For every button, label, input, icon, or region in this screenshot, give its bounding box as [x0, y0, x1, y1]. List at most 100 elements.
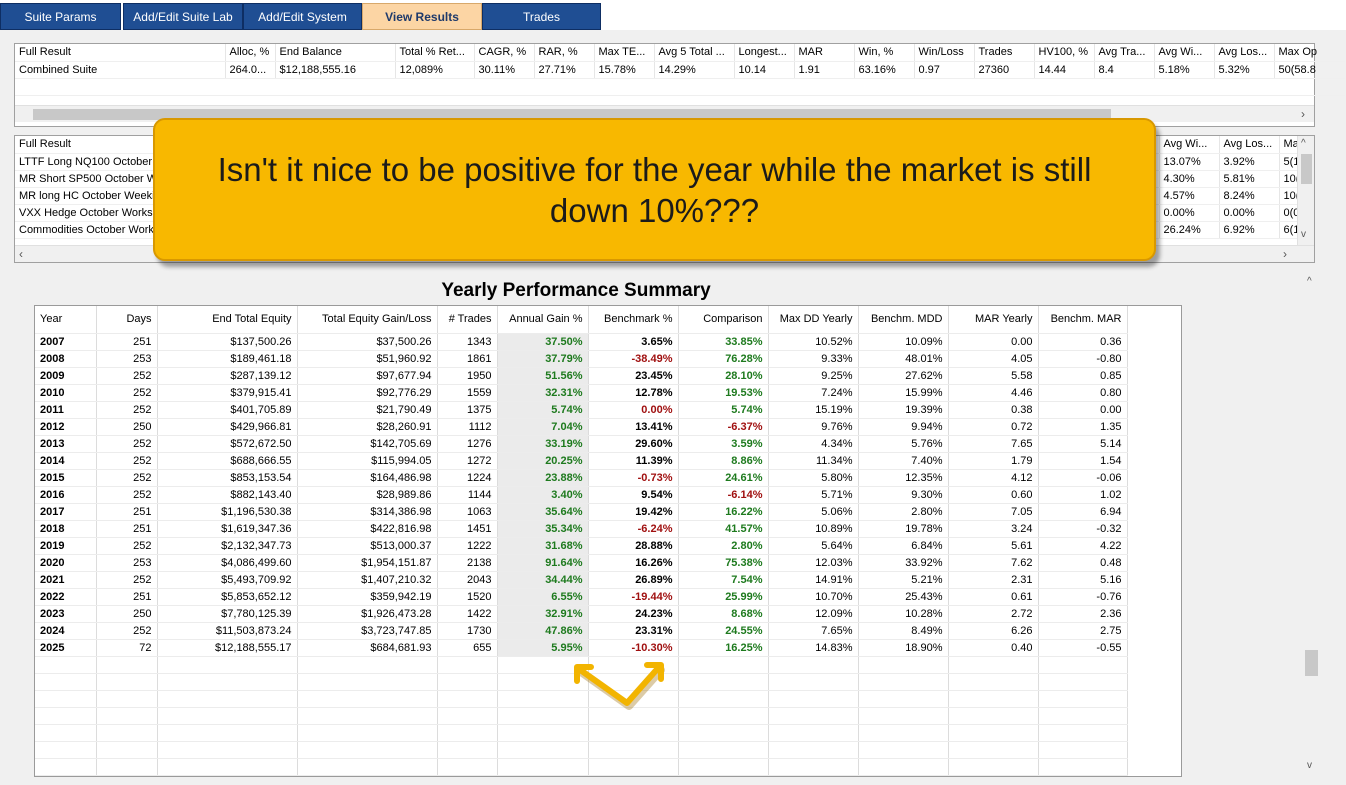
cell: 9.33% — [768, 350, 859, 368]
scroll-up-icon[interactable]: ^ — [1301, 138, 1306, 149]
cell: 5(1( — [1279, 153, 1299, 171]
cell: 27360 — [974, 61, 1035, 79]
column-header[interactable]: Total % Ret... — [395, 44, 475, 62]
yearly-row[interactable]: 2007 251 $137,500.26 $37,500.26 1343 37.50% 3.… — [35, 333, 1128, 351]
system-name: MR long HC October Weeki — [15, 187, 156, 205]
yearly-row[interactable]: 2008 253 $189,461.18 $51,960.92 1861 37.79% -3… — [35, 350, 1128, 368]
column-header[interactable]: Max TE... — [594, 44, 655, 62]
cell: -0.80 — [1038, 350, 1128, 368]
yearly-row[interactable]: 2013 252 $572,672.50 $142,705.69 1276 33.19% 2… — [35, 435, 1128, 453]
yearly-row[interactable]: 2025 72 $12,188,555.17 $684,681.93 655 5.95% -… — [35, 639, 1128, 657]
cell: 25.43% — [858, 588, 949, 606]
column-header[interactable]: Year — [35, 306, 97, 334]
column-header[interactable]: Annual Gain % — [497, 306, 589, 334]
scroll-down-icon[interactable]: v — [1307, 760, 1312, 771]
scroll-right-icon[interactable]: › — [1283, 247, 1287, 261]
yearly-row[interactable]: 2018 251 $1,619,347.36 $422,816.98 1451 35.34… — [35, 520, 1128, 538]
yearly-row[interactable]: 2014 252 $688,666.55 $115,994.05 1272 20.25% 1… — [35, 452, 1128, 470]
column-header[interactable]: Avg Los... — [1214, 44, 1275, 62]
cell: 4.12 — [948, 469, 1039, 487]
column-header[interactable]: Benchm. MAR — [1038, 306, 1128, 334]
column-header[interactable]: Days — [96, 306, 158, 334]
column-header[interactable]: Total Equity Gain/Loss — [297, 306, 438, 334]
scrollbar-thumb[interactable] — [1301, 154, 1312, 184]
column-header[interactable]: MAR Yearly — [948, 306, 1039, 334]
cell: 250 — [96, 418, 158, 436]
scroll-down-icon[interactable]: v — [1301, 229, 1306, 240]
cell: 1950 — [437, 367, 498, 385]
column-header[interactable]: Max Op — [1274, 44, 1345, 62]
vertical-scrollbar[interactable]: ^ v — [1297, 136, 1314, 245]
cell: 6.94 — [1038, 503, 1128, 521]
cell: 4.30% — [1159, 170, 1220, 188]
cell: 19.78% — [858, 520, 949, 538]
combined-results-row[interactable]: Combined Suite 264.0... $12,188,555.16 12,0… — [15, 61, 1345, 79]
cell: $3,723,747.85 — [297, 622, 438, 640]
column-header[interactable]: # Trades — [437, 306, 498, 334]
cell: 15.78% — [594, 61, 655, 79]
cell: $28,260.91 — [297, 418, 438, 436]
scroll-up-icon[interactable]: ^ — [1307, 276, 1312, 287]
horizontal-scrollbar[interactable]: › — [15, 105, 1314, 122]
yearly-row[interactable]: 2020 253 $4,086,499.60 $1,954,151.87 2138 91.… — [35, 554, 1128, 572]
scrollbar-thumb[interactable] — [1305, 650, 1318, 676]
column-header[interactable]: Avg 5 Total ... — [654, 44, 735, 62]
yearly-row[interactable]: 2021 252 $5,493,709.92 $1,407,210.32 2043 34.… — [35, 571, 1128, 589]
cell: $1,619,347.36 — [157, 520, 298, 538]
column-header[interactable]: Comparison — [678, 306, 769, 334]
cell: 0.00% — [1159, 204, 1220, 222]
yearly-row[interactable]: 2012 250 $429,966.81 $28,260.91 1112 7.04% 13.… — [35, 418, 1128, 436]
column-header[interactable]: Benchmark % — [588, 306, 679, 334]
yearly-row[interactable]: 2024 252 $11,503,873.24 $3,723,747.85 1730 47… — [35, 622, 1128, 640]
column-header[interactable]: End Total Equity — [157, 306, 298, 334]
cell: 9.76% — [768, 418, 859, 436]
yearly-row[interactable]: 2017 251 $1,196,530.38 $314,386.98 1063 35.64… — [35, 503, 1128, 521]
column-header[interactable]: Max DD Yearly — [768, 306, 859, 334]
cell: 0(0 — [1279, 204, 1299, 222]
cell: $287,139.12 — [157, 367, 298, 385]
column-header[interactable]: Avg Wi... — [1154, 44, 1215, 62]
cell: 252 — [96, 469, 158, 487]
yearly-row[interactable]: 2010 252 $379,915.41 $92,776.29 1559 32.31% 12… — [35, 384, 1128, 402]
column-header[interactable]: End Balance — [275, 44, 396, 62]
yearly-row[interactable]: 2019 252 $2,132,347.73 $513,000.37 1222 31.68… — [35, 537, 1128, 555]
tab-suite-params[interactable]: Suite Params — [0, 3, 121, 30]
yearly-row[interactable]: 2023 250 $7,780,125.39 $1,926,473.28 1422 32.… — [35, 605, 1128, 623]
empty-row — [15, 78, 1345, 96]
cell: Combined Suite — [15, 61, 226, 79]
tab-trades[interactable]: Trades — [482, 3, 601, 30]
column-header[interactable]: Full Result — [15, 44, 226, 62]
column-header[interactable]: Alloc, % — [225, 44, 276, 62]
system-name: VXX Hedge October Works — [15, 204, 156, 222]
yearly-row[interactable]: 2009 252 $287,139.12 $97,677.94 1950 51.56% 23… — [35, 367, 1128, 385]
main-vertical-scrollbar[interactable]: ^ v — [1303, 276, 1320, 776]
column-header[interactable]: Win, % — [854, 44, 915, 62]
column-header[interactable]: Avg Tra... — [1094, 44, 1155, 62]
column-header[interactable]: Win/Loss — [914, 44, 975, 62]
yearly-row[interactable]: 2022 251 $5,853,652.12 $359,942.19 1520 6.55%… — [35, 588, 1128, 606]
column-header[interactable]: MAR — [794, 44, 855, 62]
column-header[interactable]: CAGR, % — [474, 44, 535, 62]
column-header[interactable]: RAR, % — [534, 44, 595, 62]
scroll-right-icon[interactable]: › — [1301, 107, 1305, 121]
yearly-row[interactable]: 2016 252 $882,143.40 $28,989.86 1144 3.40% 9.5… — [35, 486, 1128, 504]
cell: 9.30% — [858, 486, 949, 504]
cell: $2,132,347.73 — [157, 537, 298, 555]
tab-add-edit-suite-lab[interactable]: Add/Edit Suite Lab — [123, 3, 243, 30]
cell: -0.76 — [1038, 588, 1128, 606]
column-header[interactable]: Longest... — [734, 44, 795, 62]
cell: 1.91 — [794, 61, 855, 79]
yearly-row[interactable]: 2011 252 $401,705.89 $21,790.49 1375 5.74% 0.0… — [35, 401, 1128, 419]
cell: 13.41% — [588, 418, 679, 436]
scroll-left-icon[interactable]: ‹ — [19, 247, 23, 261]
tab-view-results[interactable]: View Results — [362, 3, 482, 30]
column-header[interactable]: Trades — [974, 44, 1035, 62]
column-header[interactable]: HV100, % — [1034, 44, 1095, 62]
yearly-row[interactable]: 2015 252 $853,153.54 $164,486.98 1224 23.88% -… — [35, 469, 1128, 487]
cell: 5.76% — [858, 435, 949, 453]
scrollbar-thumb[interactable] — [33, 109, 1111, 120]
column-header[interactable]: Benchm. MDD — [858, 306, 949, 334]
year-cell: 2007 — [35, 333, 97, 351]
cell: 1.35 — [1038, 418, 1128, 436]
tab-add-edit-system[interactable]: Add/Edit System — [243, 3, 362, 30]
